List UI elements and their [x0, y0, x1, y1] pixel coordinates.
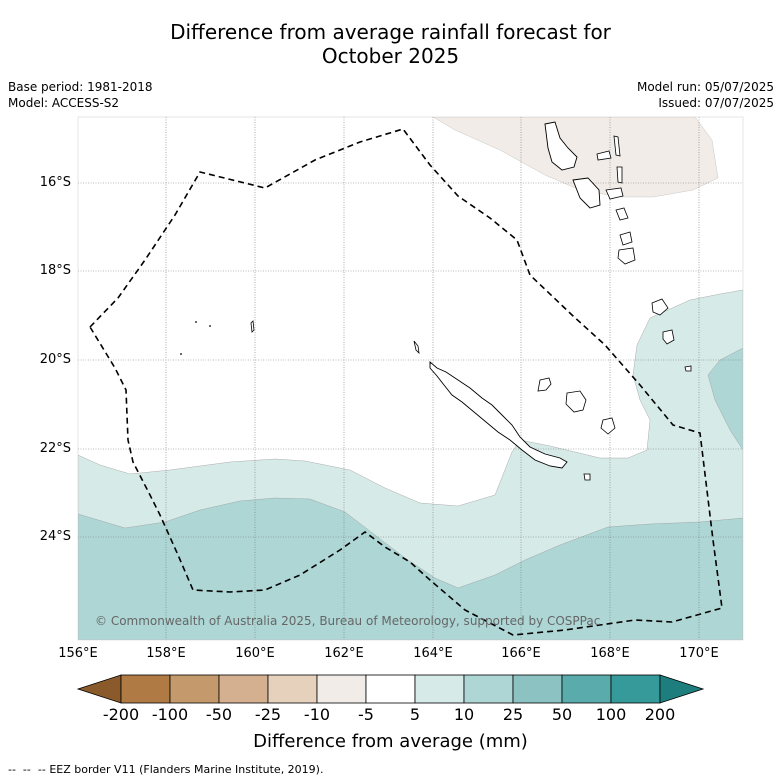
colorbar-tick-label: 10 — [453, 705, 475, 724]
colorbar-tick-label: -100 — [151, 705, 189, 724]
new-caledonia-island — [429, 361, 568, 469]
colorbar-extend-low — [76, 674, 122, 704]
colorbar-tick-label: 200 — [644, 705, 676, 724]
colorbar-tick-label: -25 — [254, 705, 282, 724]
lat-label-20s: 20°S — [39, 352, 71, 367]
model-run: Model run: 05/07/2025 — [636, 80, 774, 94]
colorbar-segment — [218, 674, 269, 704]
lat-label-18s: 18°S — [39, 263, 71, 278]
anomaly-zone-wet-medium — [78, 497, 743, 640]
colorbar-segment — [169, 674, 220, 704]
model-name: Model: ACCESS-S2 — [8, 96, 120, 110]
epi-island — [615, 207, 629, 221]
chesterfield-reef — [250, 320, 255, 333]
lon-label-162e: 162°E — [324, 646, 364, 661]
lon-label-160e: 160°E — [235, 646, 275, 661]
eez-legend: -- -- -- EEZ border V11 (Flanders Marine… — [8, 763, 323, 776]
colorbar-title: Difference from average (mm) — [253, 731, 528, 752]
colorbar-segment — [365, 674, 416, 704]
reef-dot-3 — [180, 353, 182, 355]
colorbar-tick-label: 50 — [551, 705, 573, 724]
base-period: Base period: 1981-2018 — [8, 80, 153, 94]
map-frame — [77, 116, 744, 641]
lon-label-170e: 170°E — [679, 646, 719, 661]
eez-border — [88, 128, 723, 636]
map-title-line1: Difference from average rainfall forecas… — [170, 20, 611, 44]
lifou-island — [565, 390, 587, 413]
colorbar-segment — [316, 674, 367, 704]
colorbar-tick-label: 25 — [502, 705, 524, 724]
belep-island — [413, 340, 420, 355]
eez-legend-line-icon: -- -- -- — [8, 763, 46, 776]
colorbar-tick-label: 100 — [595, 705, 627, 724]
islet-east — [684, 365, 692, 372]
copyright-text: © Commonwealth of Australia 2025, Bureau… — [95, 614, 601, 628]
erromango-island — [617, 247, 636, 265]
colorbar-segment — [610, 674, 661, 704]
eez-legend-text: EEZ border V11 (Flanders Marine Institut… — [49, 763, 324, 776]
ambae-island — [596, 150, 612, 161]
mare-island — [600, 417, 616, 435]
pentecost-island — [616, 166, 623, 184]
colorbar-segment — [512, 674, 563, 704]
colorbar-segment — [267, 674, 318, 704]
colorbar-segment — [561, 674, 612, 704]
efate-island — [619, 231, 633, 246]
colorbar-tick-label: -50 — [205, 705, 233, 724]
lon-label-156e: 156°E — [58, 646, 98, 661]
malekula-island — [572, 177, 601, 209]
reef-dot-2 — [209, 325, 211, 327]
colorbar-segment — [120, 674, 171, 704]
colorbar-segment — [414, 674, 465, 704]
colorbar-tick-label: -200 — [102, 705, 140, 724]
matthew-island — [651, 298, 669, 316]
colorbar-segment — [463, 674, 514, 704]
maewo-island — [613, 135, 621, 157]
lon-label-166e: 166°E — [501, 646, 541, 661]
lat-label-16s: 16°S — [39, 175, 71, 190]
colorbar-tick-label: -10 — [303, 705, 331, 724]
lon-label-164e: 164°E — [413, 646, 453, 661]
map-area — [78, 117, 743, 640]
isle-of-pines — [583, 473, 591, 481]
hunter-island — [662, 329, 675, 345]
lat-label-22s: 22°S — [39, 441, 71, 456]
espiritu-santo-island — [544, 121, 578, 171]
lat-label-24s: 24°S — [39, 529, 71, 544]
graticule — [78, 117, 743, 640]
colorbar-tick-label: 5 — [409, 705, 421, 724]
ouvea-island — [537, 377, 552, 392]
anomaly-zone-wet-east — [707, 347, 743, 451]
colorbar — [76, 674, 705, 704]
ambrym-island — [605, 187, 624, 200]
map-title-line2: October 2025 — [321, 44, 460, 68]
lon-label-158e: 158°E — [146, 646, 186, 661]
colorbar-tick-label: -5 — [358, 705, 374, 724]
reef-dot-1 — [195, 321, 197, 323]
colorbar-extend-high — [659, 674, 705, 704]
issued-date: Issued: 07/07/2025 — [658, 96, 774, 110]
lon-label-168e: 168°E — [590, 646, 630, 661]
